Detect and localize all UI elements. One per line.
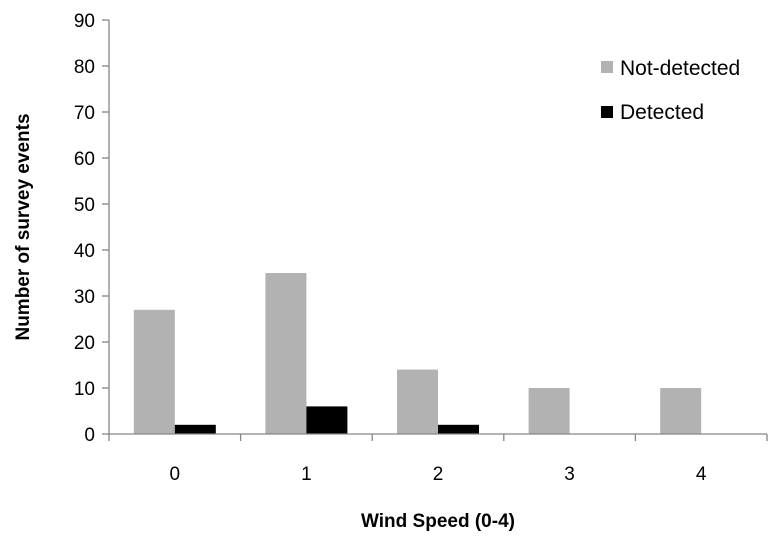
y-tick-label: 20 xyxy=(74,333,95,354)
x-ticks: 0 1 2 3 4 xyxy=(108,434,768,485)
legend-swatch-detected xyxy=(601,106,613,118)
y-tick-label: 0 xyxy=(84,425,95,446)
y-tick-label: 70 xyxy=(74,103,95,124)
y-ticks: 0 10 20 30 40 50 60 70 80 90 xyxy=(74,11,109,446)
y-tick-label: 30 xyxy=(74,287,95,308)
axes-layer xyxy=(108,20,767,435)
y-tick-label: 90 xyxy=(74,11,95,32)
bar-detected-2 xyxy=(438,424,479,434)
x-tick-label: 2 xyxy=(433,464,444,485)
y-tick-label: 40 xyxy=(74,241,95,262)
y-tick-label: 60 xyxy=(74,149,95,170)
x-tick-label: 3 xyxy=(564,464,575,485)
legend-label-detected: Detected xyxy=(620,101,704,124)
bar-not-detected-2 xyxy=(397,369,438,434)
bars-layer xyxy=(133,273,702,434)
bar-not-detected-4 xyxy=(660,388,702,434)
bar-not-detected-1 xyxy=(265,273,307,434)
y-tick-label: 10 xyxy=(74,379,95,400)
bar-detected-1 xyxy=(306,406,348,434)
x-tick-label: 4 xyxy=(696,464,707,485)
x-tick-label: 1 xyxy=(301,464,312,485)
y-axis-title: Number of survey events xyxy=(13,113,34,340)
y-tick-label: 80 xyxy=(74,57,95,78)
bar-detected-0 xyxy=(174,424,216,434)
bar-not-detected-3 xyxy=(528,388,570,434)
legend-swatch-not-detected xyxy=(601,61,613,73)
bar-not-detected-0 xyxy=(133,309,175,434)
legend-label-not-detected: Not-detected xyxy=(620,57,740,80)
x-tick-label: 0 xyxy=(170,464,181,485)
legend: Not-detected Detected xyxy=(601,57,740,124)
y-tick-label: 50 xyxy=(74,195,95,216)
x-axis-title: Wind Speed (0-4) xyxy=(361,511,515,532)
